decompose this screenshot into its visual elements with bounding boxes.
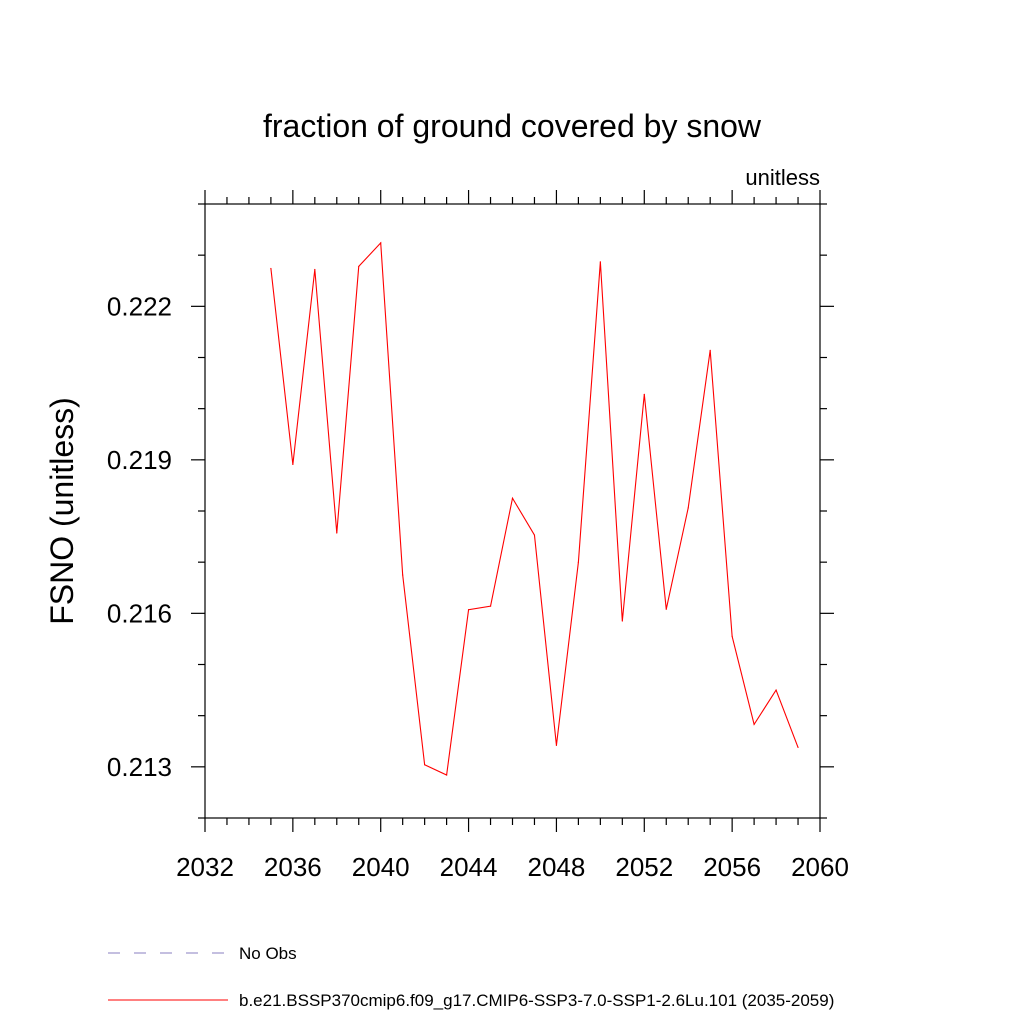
data-point (314, 268, 316, 271)
data-point (599, 261, 601, 263)
chart-title: fraction of ground covered by snow (263, 108, 762, 144)
data-point (489, 605, 492, 607)
x-tick-label: 2044 (440, 852, 498, 882)
data-point (402, 574, 404, 576)
data-point (797, 746, 799, 748)
series-layer (270, 241, 799, 776)
data-point (643, 393, 645, 395)
y-axis: 0.213 0.216 0.219 0.222 (107, 203, 834, 819)
y-tick-label: 0.222 (107, 291, 172, 321)
y-tick-label: 0.219 (107, 445, 172, 475)
data-point (336, 532, 338, 534)
data-point (424, 764, 426, 766)
data-point (358, 265, 360, 268)
data-point (467, 609, 470, 611)
data-point (511, 497, 514, 499)
x-axis: 2032 2036 2040 2044 2048 2052 2056 2060 (176, 190, 849, 882)
x-tick-label: 2056 (703, 852, 761, 882)
x-tick-label: 2040 (352, 852, 410, 882)
x-tick-label: 2060 (791, 852, 849, 882)
y-tick-label: 0.213 (107, 752, 172, 782)
legend-label-model-run: b.e21.BSSP370cmip6.f09_g17.CMIP6-SSP3-7.… (239, 991, 834, 1010)
data-point (292, 463, 294, 466)
data-point (709, 349, 711, 351)
series-line (270, 241, 799, 776)
legend-label-no-obs: No Obs (239, 944, 297, 963)
data-point (446, 774, 448, 776)
data-point (577, 561, 579, 563)
x-tick-label: 2048 (528, 852, 586, 882)
chart-subtitle: unitless (745, 165, 820, 190)
x-tick-label: 2032 (176, 852, 234, 882)
x-tick-label: 2036 (264, 852, 322, 882)
data-point (775, 689, 777, 691)
data-point (731, 635, 733, 637)
data-point (687, 507, 689, 509)
y-axis-label: FSNO (unitless) (44, 397, 80, 625)
legend: No Obs b.e21.BSSP370cmip6.f09_g17.CMIP6-… (108, 944, 834, 1010)
plot-frame (204, 203, 821, 819)
data-point (380, 242, 382, 244)
data-point (665, 608, 667, 610)
data-point (533, 534, 536, 536)
x-tick-label: 2052 (615, 852, 673, 882)
data-point (555, 744, 558, 746)
y-tick-label: 0.216 (107, 598, 172, 628)
data-point (753, 723, 755, 725)
data-point (621, 620, 623, 622)
data-point (270, 267, 272, 270)
